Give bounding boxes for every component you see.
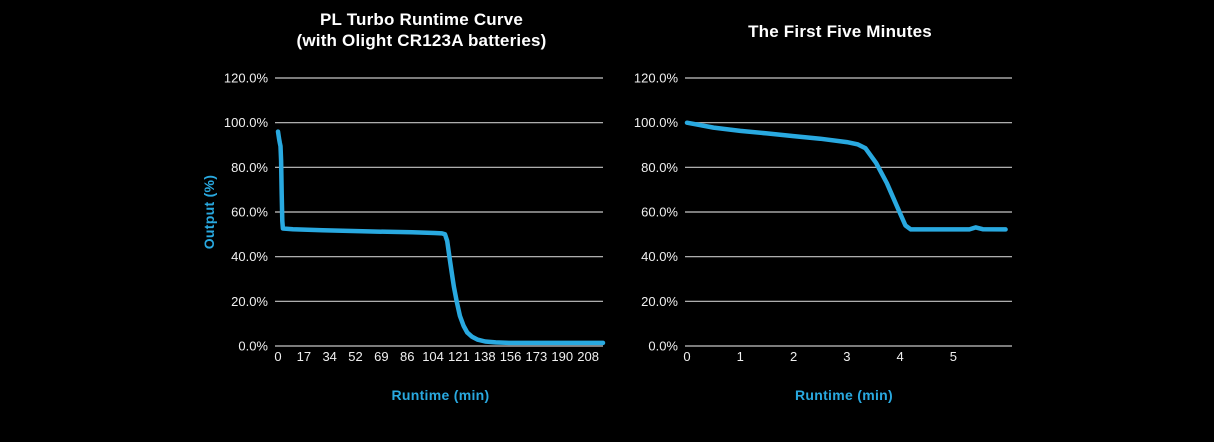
y-tick-label: 0.0% [238, 339, 268, 354]
y-tick-label: 20.0% [641, 294, 678, 309]
x-tick-label: 4 [896, 349, 903, 364]
x-tick-label: 173 [526, 349, 548, 364]
y-tick-label: 40.0% [641, 249, 678, 264]
x-tick-label: 0 [683, 349, 690, 364]
x-tick-label: 138 [474, 349, 496, 364]
y-tick-label: 120.0% [634, 71, 679, 86]
x-tick-label: 3 [843, 349, 850, 364]
y-tick-label: 120.0% [224, 71, 269, 86]
y-tick-label: 80.0% [231, 160, 268, 175]
x-tick-label: 2 [790, 349, 797, 364]
y-tick-label: 80.0% [641, 160, 678, 175]
y-tick-label: 40.0% [231, 249, 268, 264]
x-tick-label: 121 [448, 349, 470, 364]
series-line-output [684, 120, 1008, 232]
x-tick-label: 156 [500, 349, 522, 364]
left-x-axis-label: Runtime (min) [391, 387, 490, 403]
series-line-output [275, 129, 606, 346]
x-tick-label: 208 [577, 349, 599, 364]
y-tick-label: 60.0% [231, 205, 268, 220]
y-tick-label: 100.0% [224, 115, 269, 130]
x-tick-label: 104 [422, 349, 444, 364]
x-tick-label: 69 [374, 349, 388, 364]
x-tick-label: 0 [274, 349, 281, 364]
right-x-axis-label: Runtime (min) [794, 387, 893, 403]
y-tick-label: 60.0% [641, 205, 678, 220]
y-tick-label: 100.0% [634, 115, 679, 130]
x-tick-label: 1 [737, 349, 744, 364]
x-tick-label: 5 [950, 349, 957, 364]
y-tick-label: 20.0% [231, 294, 268, 309]
y-tick-label: 0.0% [648, 339, 678, 354]
x-tick-label: 17 [297, 349, 311, 364]
left-chart-title: PL Turbo Runtime Curve (with Olight CR12… [296, 10, 547, 50]
right-chart-title: The First Five Minutes [748, 22, 932, 41]
x-tick-label: 190 [551, 349, 573, 364]
x-tick-label: 52 [348, 349, 362, 364]
x-tick-label: 34 [322, 349, 336, 364]
x-tick-label: 86 [400, 349, 414, 364]
